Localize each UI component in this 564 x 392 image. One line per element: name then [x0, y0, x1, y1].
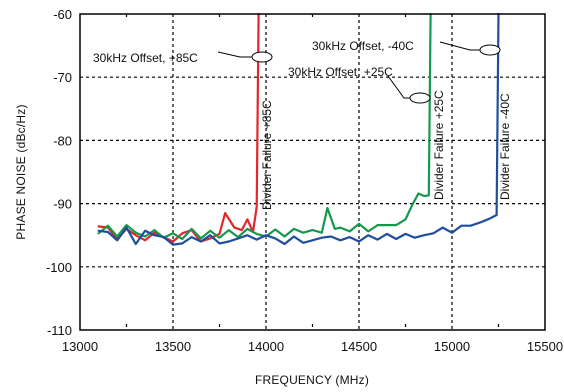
- plot-frame: [79, 13, 546, 331]
- grid: [80, 14, 545, 330]
- x-axis-title: FREQUENCY (MHz): [255, 373, 369, 387]
- series-line-30khz-offset-85c: [97, 12, 260, 243]
- leader-marker-40c: [479, 44, 501, 56]
- x-tick-label: 15000: [434, 339, 470, 354]
- leader-marker-25c: [409, 92, 431, 104]
- annotation-divider-failure-25c: Divider Failure +25C: [432, 90, 446, 200]
- annotation-offset-40c: 30kHz Offset, -40C: [312, 39, 414, 53]
- series-line-30khz-offset-25c: [97, 12, 432, 241]
- y-tick-label: -60: [53, 7, 72, 22]
- x-tick-label: 14000: [248, 339, 284, 354]
- leader-marker-85c: [251, 51, 273, 63]
- tick-labels: 13000 13500 14000 14500 15000 15500 -60 -70 -80 -…: [46, 7, 563, 354]
- annotation-offset-25c: 30kHz Offset, +25C: [288, 65, 393, 79]
- series-layer: [97, 12, 500, 246]
- y-tick-label: -90: [53, 197, 72, 212]
- y-tick-label: -110: [47, 323, 72, 338]
- x-tick-label: 13000: [62, 339, 98, 354]
- annotation-offset-85c: 30kHz Offset, +85C: [93, 51, 198, 65]
- annotation-divider-failure-85c: Divider Failure +85C: [260, 100, 274, 210]
- x-tick-label: 14500: [341, 339, 377, 354]
- x-tick-label: 15500: [527, 339, 563, 354]
- y-tick-label: -100: [46, 260, 72, 275]
- y-tick-label: -80: [53, 133, 72, 148]
- y-axis-title: PHASE NOISE (dBc/Hz): [14, 104, 28, 239]
- annotation-divider-failure-40c: Divider Failure -40C: [498, 93, 512, 200]
- annotations: 30kHz Offset, +85C 30kHz Offset, -40C 30…: [93, 39, 512, 210]
- series-line-30khz-offset-40c: [97, 12, 500, 246]
- x-tick-label: 13500: [155, 339, 191, 354]
- y-tick-label: -70: [53, 70, 72, 85]
